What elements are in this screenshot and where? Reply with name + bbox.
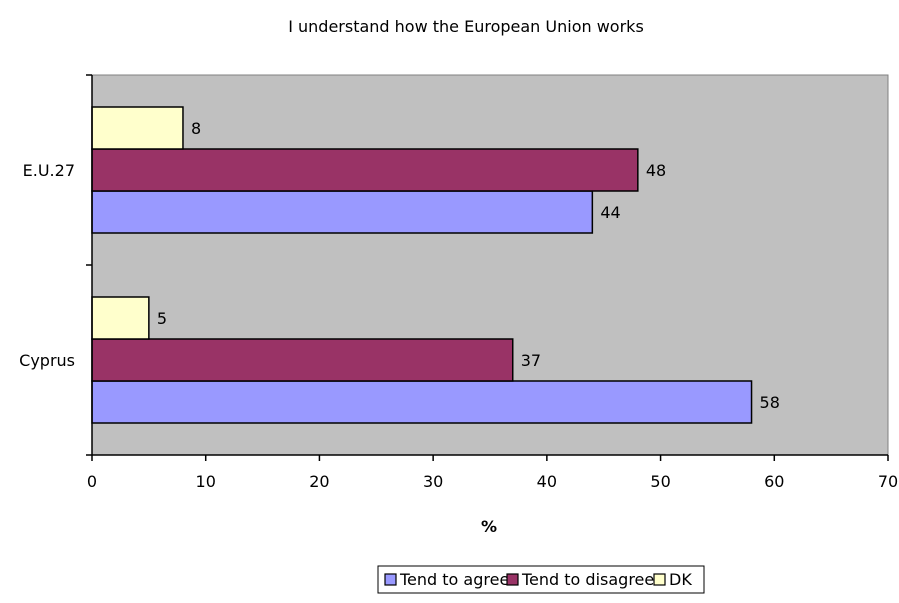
bar-dk-cyprus: [91, 296, 150, 340]
chart-title: I understand how the European Union work…: [288, 17, 644, 36]
data-label: 58: [760, 393, 780, 412]
legend-swatch-tend-to-disagree: [506, 573, 519, 586]
data-label: 8: [191, 119, 201, 138]
bar-tend-to-disagree-cyprus: [91, 338, 514, 382]
bars-layer: 58 37 5 44 48 8: [91, 106, 780, 424]
bar-tend-to-agree-cyprus: [91, 380, 753, 424]
legend-swatch-tend-to-agree: [384, 573, 397, 586]
data-label: 37: [521, 351, 541, 370]
legend: Tend to agree Tend to disagree DK: [377, 565, 705, 594]
category-label: Cyprus: [19, 351, 75, 370]
data-label: 5: [157, 309, 167, 328]
x-tick-label: 70: [878, 472, 898, 491]
x-tick-label: 20: [309, 472, 329, 491]
data-label: 48: [646, 161, 666, 180]
legend-label: DK: [669, 570, 692, 589]
x-tick-label: 60: [764, 472, 784, 491]
x-tick-label: 0: [87, 472, 97, 491]
x-tick-label: 30: [423, 472, 443, 491]
legend-box: [377, 565, 705, 594]
legend-label: Tend to disagree: [521, 570, 654, 589]
x-tick-label: 10: [196, 472, 216, 491]
category-label: E.U.27: [23, 161, 75, 180]
bar-tend-to-agree-e-u-27: [91, 190, 594, 234]
bar-tend-to-disagree-e-u-27: [91, 148, 639, 192]
x-tick-label: 40: [537, 472, 557, 491]
x-axis-label: %: [481, 517, 497, 536]
legend-swatch-dk: [653, 573, 666, 586]
x-tick-label: 50: [650, 472, 670, 491]
axes-layer: Cyprus E.U.27 0 10 20 30 40 50 60 70: [19, 74, 898, 491]
bar-dk-e-u-27: [91, 106, 184, 150]
data-label: 44: [600, 203, 620, 222]
legend-label: Tend to agree: [399, 570, 509, 589]
